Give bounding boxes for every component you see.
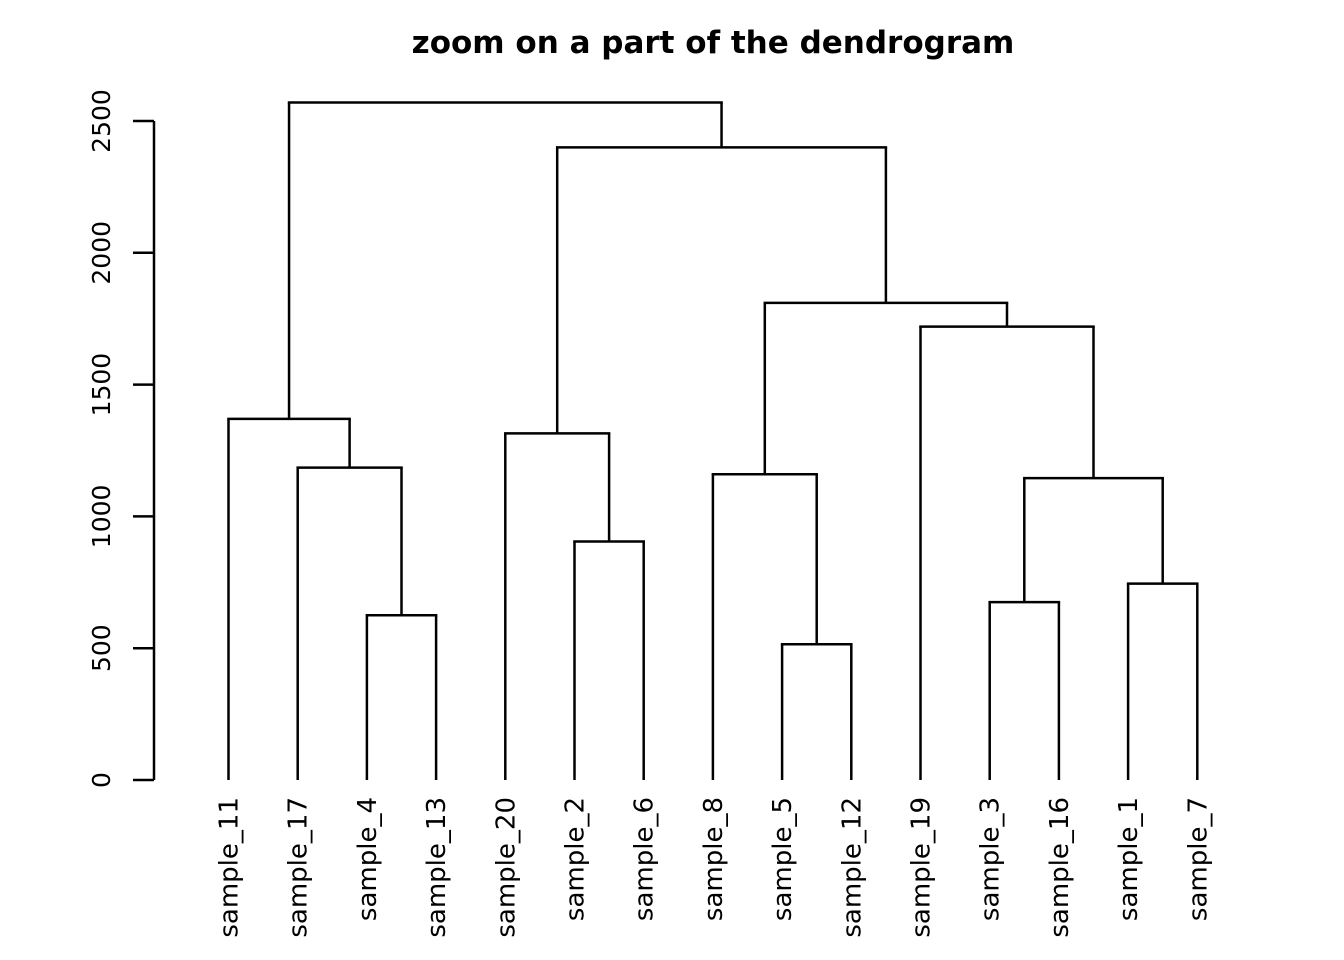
cluster-tree-lines [227,101,1199,780]
leaf-label: sample_7 [1183,797,1213,921]
y-tick-label: 1500 [87,353,116,417]
leaf-label: sample_3 [976,797,1006,921]
leaf-label: sample_12 [837,797,867,938]
chart-title: zoom on a part of the dendrogram [412,25,1015,61]
leaf-labels: sample_11 sample_17 sample_4 sample_13 sampl… [215,797,1214,938]
leaf-label: sample_1 [1114,797,1144,921]
y-tick-label: 2000 [87,221,116,285]
leaf-label: sample_17 [284,797,314,938]
leaf-label: sample_5 [768,797,798,921]
y-tick-label: 2500 [87,89,116,153]
leaf-label: sample_11 [215,797,245,938]
leaf-label: sample_16 [1045,797,1075,938]
y-tick-label: 1000 [87,485,116,549]
leaf-label: sample_8 [699,797,729,921]
leaf-label: sample_13 [422,797,452,938]
y-tick-label: 500 [87,624,116,672]
leaf-label: sample_19 [907,797,937,938]
leaf-label: sample_2 [561,797,591,921]
y-tick-label: 0 [87,772,116,788]
leaf-label: sample_4 [353,797,383,921]
y-axis: 0 500 1000 1500 2000 2500 [87,89,156,788]
leaf-label: sample_20 [491,797,521,938]
leaf-label: sample_6 [630,797,660,921]
